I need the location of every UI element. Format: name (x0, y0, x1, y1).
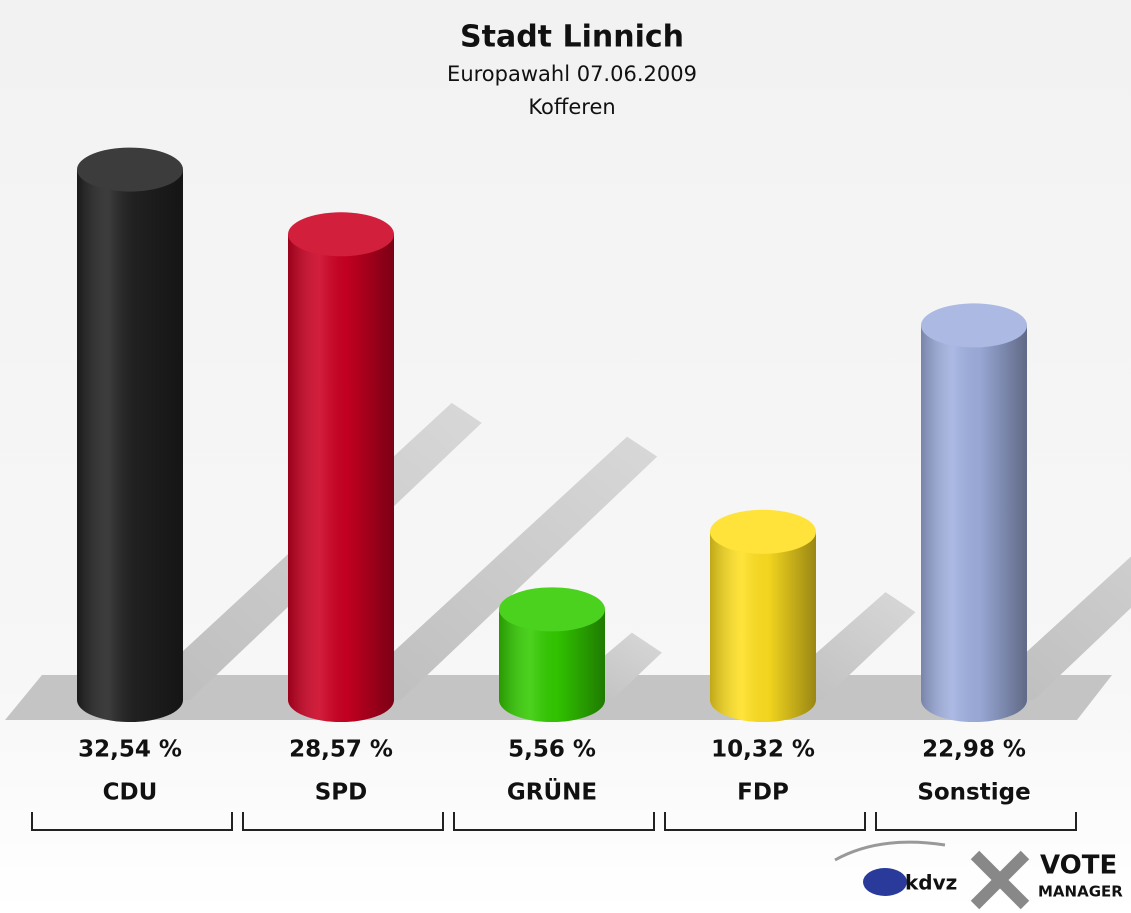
bar-top-shine (77, 147, 183, 192)
bar-top (288, 212, 394, 257)
bar-top (921, 303, 1027, 348)
logo: kdvz VOTE MANAGER (834, 840, 1123, 910)
bar (921, 303, 1027, 722)
bracket (31, 812, 233, 831)
category-label: SPD (315, 780, 368, 806)
value-label: 10,32 % (711, 737, 815, 763)
logo-swoosh (834, 840, 946, 862)
bracket (875, 812, 1077, 831)
bar-top-shine (499, 587, 605, 632)
bar-top-shine (921, 303, 1027, 348)
value-label: 22,98 % (922, 737, 1026, 763)
bar (77, 147, 183, 722)
logo-text: VOTE (1040, 851, 1117, 881)
bar-shade (77, 169, 183, 700)
chart-title: Stadt Linnich (460, 20, 684, 55)
value-label: 28,57 % (289, 737, 393, 763)
bar-shade (921, 325, 1027, 700)
bar (499, 587, 605, 722)
category-label: CDU (103, 780, 158, 806)
category-label: Sonstige (917, 780, 1030, 806)
logo-cross (970, 850, 1030, 910)
bar-top-shine (288, 212, 394, 257)
bar-top (77, 147, 183, 192)
bracket (664, 812, 866, 831)
bar (710, 509, 816, 722)
category-label: GRÜNE (507, 778, 597, 806)
logo-text: MANAGER (1038, 883, 1123, 901)
logo-ball (863, 868, 907, 896)
bracket (453, 812, 655, 831)
bar-shade (710, 531, 816, 700)
value-label: 32,54 % (78, 737, 182, 763)
bar-top (499, 587, 605, 632)
bar-shade (288, 234, 394, 700)
logo-text: kdvz (905, 871, 957, 895)
bracket (242, 812, 444, 831)
bar-shadow (341, 436, 658, 700)
chart-subtitle: Europawahl 07.06.2009 (447, 62, 697, 86)
bar (288, 212, 394, 722)
value-label: 5,56 % (508, 737, 596, 763)
chart-subtitle: Kofferen (528, 95, 615, 119)
category-label: FDP (737, 780, 789, 806)
bar-top-shine (710, 509, 816, 554)
bar-top (710, 509, 816, 554)
